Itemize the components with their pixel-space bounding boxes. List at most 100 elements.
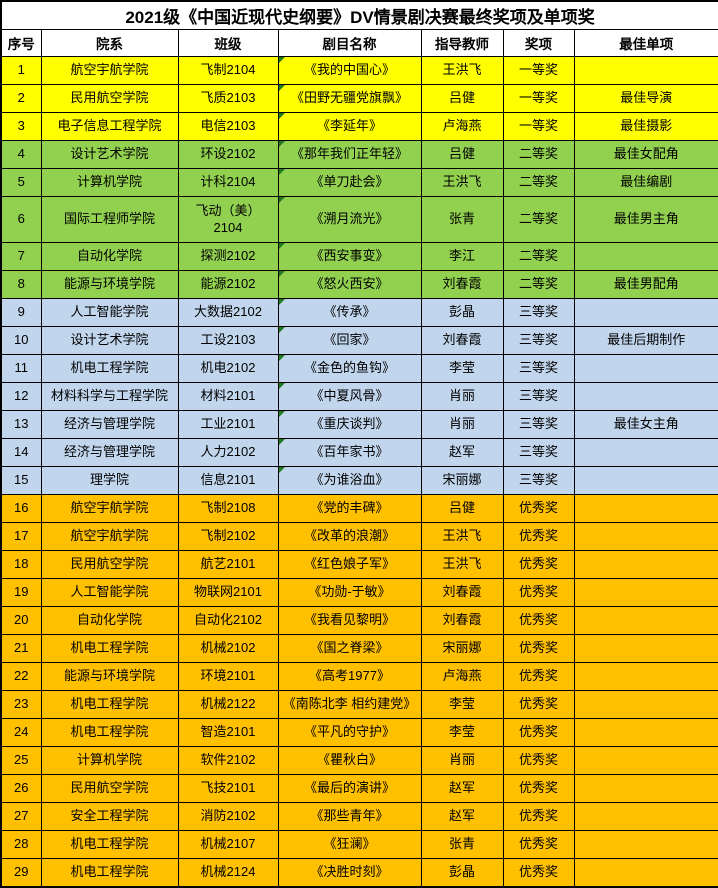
cell-cls: 飞质2103 [177, 84, 279, 113]
cell-dept: 安全工程学院 [40, 802, 179, 831]
cell-dept: 机电工程学院 [40, 690, 179, 719]
table-row: 15 理学院 信息2101 《为谁浴血》 宋丽娜 三等奖 [0, 466, 718, 495]
drama-title-text: 《瞿秋白》 [316, 752, 382, 768]
cell-teacher: 肖丽 [420, 746, 504, 775]
cell-teacher: 吕健 [420, 140, 504, 169]
drama-title-text: 《狂澜》 [323, 836, 376, 852]
cell-teacher: 宋丽娜 [420, 634, 504, 663]
cell-teacher: 李莹 [420, 690, 504, 719]
cell-cls: 飞技2101 [177, 774, 279, 803]
drama-title-text: 《金色的鱼钩》 [303, 360, 395, 376]
cell-teacher: 肖丽 [420, 382, 504, 411]
table-row: 23 机电工程学院 机械2122 《南陈北李 相约建党》 李莹 优秀奖 [0, 690, 718, 719]
cell-single [573, 522, 718, 551]
cell-dept: 国际工程师学院 [40, 196, 179, 243]
cell-no: 28 [0, 830, 42, 859]
cell-award: 一等奖 [502, 112, 575, 141]
table-row: 27 安全工程学院 消防2102 《那些青年》 赵军 优秀奖 [0, 802, 718, 831]
cell-award: 二等奖 [502, 270, 575, 299]
error-flag-triangle-icon [279, 243, 285, 249]
cell-cls: 消防2102 [177, 802, 279, 831]
drama-title-text: 《传承》 [323, 304, 376, 320]
cell-name: 《我的中国心》 [277, 56, 422, 85]
cell-dept: 自动化学院 [40, 606, 179, 635]
cell-award: 优秀奖 [502, 858, 575, 888]
cell-cls: 物联网2101 [177, 578, 279, 607]
cell-cls: 智造2101 [177, 718, 279, 747]
cell-teacher: 刘春霞 [420, 606, 504, 635]
cell-cls: 工设2103 [177, 326, 279, 355]
drama-title-text: 《百年家书》 [310, 444, 389, 460]
cell-name: 《怒火西安》 [277, 270, 422, 299]
cell-teacher: 赵军 [420, 802, 504, 831]
cell-no: 17 [0, 522, 42, 551]
cell-no: 26 [0, 774, 42, 803]
cell-single [573, 578, 718, 607]
cell-no: 1 [0, 56, 42, 85]
cell-cls: 能源2102 [177, 270, 279, 299]
drama-title-text: 《我看见黎明》 [303, 612, 395, 628]
cell-name: 《高考1977》 [277, 662, 422, 691]
cell-no: 18 [0, 550, 42, 579]
drama-title-text: 《那年我们正年轻》 [290, 146, 408, 162]
cell-dept: 航空宇航学院 [40, 522, 179, 551]
cell-cls: 探测2102 [177, 242, 279, 271]
cell-dept: 设计艺术学院 [40, 326, 179, 355]
cell-award: 二等奖 [502, 168, 575, 197]
cell-award: 优秀奖 [502, 578, 575, 607]
cell-teacher: 张青 [420, 830, 504, 859]
error-flag-triangle-icon [279, 467, 285, 473]
cell-cls: 软件2102 [177, 746, 279, 775]
cell-no: 29 [0, 858, 42, 888]
cell-name: 《百年家书》 [277, 438, 422, 467]
cell-teacher: 王洪飞 [420, 550, 504, 579]
drama-title-text: 《高考1977》 [309, 668, 390, 684]
cell-award: 优秀奖 [502, 522, 575, 551]
drama-title-text: 《西安事变》 [310, 248, 389, 264]
cell-single [573, 56, 718, 85]
cell-teacher: 吕健 [420, 494, 504, 523]
cell-no: 13 [0, 410, 42, 439]
cell-teacher: 张青 [420, 196, 504, 243]
cell-name: 《中夏风骨》 [277, 382, 422, 411]
cell-no: 4 [0, 140, 42, 169]
cell-no: 7 [0, 242, 42, 271]
cell-name: 《重庆谈判》 [277, 410, 422, 439]
cell-single: 最佳男主角 [573, 196, 718, 243]
cell-no: 19 [0, 578, 42, 607]
cell-no: 2 [0, 84, 42, 113]
cell-name: 《回家》 [277, 326, 422, 355]
cell-teacher: 彭晶 [420, 858, 504, 888]
cell-cls: 自动化2102 [177, 606, 279, 635]
column-header-row: 序号 院系 班级 剧目名称 指导教师 奖项 最佳单项 [0, 29, 718, 57]
cell-award: 优秀奖 [502, 774, 575, 803]
error-flag-triangle-icon [279, 141, 285, 147]
cell-single [573, 494, 718, 523]
cell-cls: 信息2101 [177, 466, 279, 495]
cell-no: 20 [0, 606, 42, 635]
drama-title-text: 《重庆谈判》 [310, 416, 389, 432]
cell-teacher: 李莹 [420, 718, 504, 747]
column-header-no: 序号 [0, 29, 42, 57]
table-row: 20 自动化学院 自动化2102 《我看见黎明》 刘春霞 优秀奖 [0, 606, 718, 635]
cell-dept: 理学院 [40, 466, 179, 495]
cell-teacher: 李莹 [420, 354, 504, 383]
cell-single [573, 634, 718, 663]
cell-award: 三等奖 [502, 466, 575, 495]
cell-dept: 民用航空学院 [40, 774, 179, 803]
cell-single [573, 242, 718, 271]
drama-title-text: 《南陈北李 相约建党》 [282, 696, 417, 712]
cell-dept: 航空宇航学院 [40, 56, 179, 85]
cell-single [573, 382, 718, 411]
cell-cls: 计科2104 [177, 168, 279, 197]
cell-award: 三等奖 [502, 326, 575, 355]
cell-no: 25 [0, 746, 42, 775]
cell-cls: 环境2101 [177, 662, 279, 691]
cell-name: 《瞿秋白》 [277, 746, 422, 775]
error-flag-triangle-icon [279, 85, 285, 91]
cell-teacher: 赵军 [420, 774, 504, 803]
table-row: 28 机电工程学院 机械2107 《狂澜》 张青 优秀奖 [0, 830, 718, 859]
cell-name: 《党的丰碑》 [277, 494, 422, 523]
drama-title-text: 《最后的演讲》 [303, 780, 395, 796]
cell-teacher: 王洪飞 [420, 168, 504, 197]
